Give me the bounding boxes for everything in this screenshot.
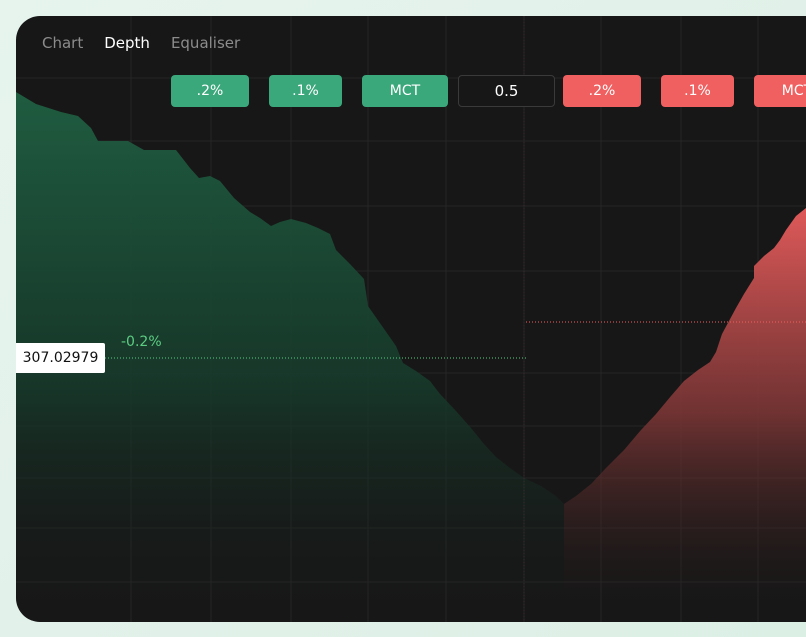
tab-equaliser[interactable]: Equaliser bbox=[170, 34, 241, 52]
tab-chart[interactable]: Chart bbox=[42, 34, 84, 52]
price-marker-label: 307.02979 bbox=[16, 343, 105, 373]
bid-0.2-percent-button[interactable]: .2% bbox=[171, 75, 249, 107]
depth-chart bbox=[16, 16, 806, 622]
depth-chart-panel: Chart Depth Equaliser .2% .1% MCT 0.5 .2… bbox=[16, 16, 806, 622]
ask-0.1-percent-button[interactable]: .1% bbox=[661, 75, 734, 107]
ask-mct-button[interactable]: MCT bbox=[754, 75, 806, 107]
tab-depth[interactable]: Depth bbox=[104, 34, 150, 52]
ask-depth-area bbox=[564, 208, 806, 622]
amount-input[interactable]: 0.5 bbox=[458, 75, 555, 107]
ask-0.2-percent-button[interactable]: .2% bbox=[563, 75, 641, 107]
bid-mct-button[interactable]: MCT bbox=[362, 75, 448, 107]
price-change-label: -0.2% bbox=[121, 334, 162, 350]
view-tabs: Chart Depth Equaliser bbox=[42, 34, 240, 52]
bid-0.1-percent-button[interactable]: .1% bbox=[269, 75, 342, 107]
bid-depth-area bbox=[16, 92, 564, 622]
